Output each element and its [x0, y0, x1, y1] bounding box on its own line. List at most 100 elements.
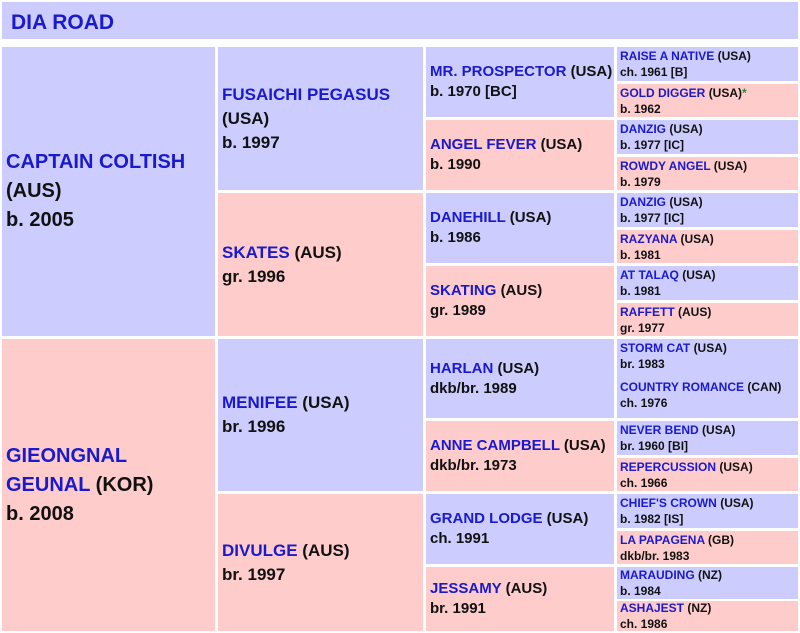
sdd-info: gr. 1989 [430, 302, 486, 319]
g4-name-link-6[interactable]: RAZYANA [620, 231, 678, 246]
dss-cell: HARLAN (USA) dkb/br. 1989 [426, 339, 614, 418]
dss-name-link[interactable]: HARLAN [430, 359, 494, 377]
ss-cell: FUSAICHI PEGASUS (USA) b. 1997 [218, 47, 423, 190]
sire-info: b. 2005 [6, 209, 74, 231]
g4-info-14: dkb/br. 1983 [620, 548, 690, 563]
g4-name-link-3[interactable]: DANZIG [620, 122, 666, 136]
g4-cell-10: COUNTRY ROMANCE (CAN) ch. 1976 [617, 372, 798, 418]
ssd-name-link[interactable]: ANGEL FEVER [430, 136, 537, 153]
g4-cell-9: STORM CAT (USA) br. 1983 [617, 339, 798, 372]
ddd-cell: JESSAMY (AUS) br. 1991 [426, 567, 614, 631]
sd-name-link[interactable]: SKATES [222, 242, 290, 262]
ddd-name-link[interactable]: JESSAMY [430, 580, 502, 597]
g4-country-15: (NZ) [698, 568, 723, 582]
sds-country: (USA) [509, 209, 552, 226]
g4-country-3: (USA) [669, 122, 703, 136]
ssd-country: (USA) [540, 136, 583, 153]
dds-country: (USA) [546, 510, 589, 527]
dd-country: (AUS) [302, 540, 350, 560]
g4-name-link-7[interactable]: AT TALAQ [620, 268, 679, 282]
sss-country: (USA) [570, 63, 613, 80]
g4-cell-13: CHIEF'S CROWN (USA) b. 1982 [IS] [617, 494, 798, 528]
g4-cell-8: RAFFETT (AUS) gr. 1977 [617, 303, 798, 336]
dds-name-link[interactable]: GRAND LODGE [430, 510, 543, 527]
dsd-name-link[interactable]: ANNE CAMPBELL [430, 437, 560, 454]
sdd-cell: SKATING (AUS) gr. 1989 [426, 266, 614, 336]
g4-info-13: b. 1982 [IS] [620, 512, 684, 526]
g4-cell-11: NEVER BEND (USA) br. 1960 [BI] [617, 421, 798, 455]
g4-name-link-10[interactable]: COUNTRY ROMANCE [620, 380, 745, 394]
sd-info: gr. 1996 [222, 266, 286, 286]
g4-name-link-8[interactable]: RAFFETT [620, 304, 675, 319]
ds-country: (USA) [302, 393, 350, 412]
dam-cell: GIEONGNAL GEUNAL (KOR) b. 2008 [2, 339, 215, 631]
g4-name-link-15[interactable]: MARAUDING [620, 568, 695, 582]
sss-name-link[interactable]: MR. PROSPECTOR [430, 63, 567, 80]
ds-info: br. 1996 [222, 417, 286, 436]
ddd-info: br. 1991 [430, 600, 486, 617]
dds-info: ch. 1991 [430, 530, 490, 547]
g4-name-link-5[interactable]: DANZIG [620, 195, 666, 209]
g4-name-link-2[interactable]: GOLD DIGGER [620, 85, 706, 100]
dd-cell: DIVULGE (AUS) br. 1997 [218, 494, 423, 631]
g4-info-11: br. 1960 [BI] [620, 439, 689, 453]
g4-country-2: (USA) [708, 85, 743, 100]
sd-country: (AUS) [294, 242, 342, 262]
g4-name-link-13[interactable]: CHIEF'S CROWN [620, 496, 717, 510]
dd-name-link[interactable]: DIVULGE [222, 540, 298, 560]
g4-country-5: (USA) [669, 195, 703, 209]
ds-name-link[interactable]: MENIFEE [222, 393, 298, 412]
g4-info-5: b. 1977 [IC] [620, 211, 685, 225]
ds-cell: MENIFEE (USA) br. 1996 [218, 339, 423, 491]
g4-name-link-4[interactable]: ROWDY ANGEL [620, 158, 711, 173]
ssd-cell: ANGEL FEVER (USA) b. 1990 [426, 120, 614, 190]
sire-name-link[interactable]: CAPTAIN COLTISH [6, 151, 186, 173]
sss-info: b. 1970 [BC] [430, 83, 517, 100]
g4-info-7: b. 1981 [620, 284, 661, 298]
sds-name-link[interactable]: DANEHILL [430, 209, 506, 226]
g4-country-16: (NZ) [687, 601, 712, 615]
g4-name-link-14[interactable]: LA PAPAGENA [620, 532, 705, 547]
g4-info-3: b. 1977 [IC] [620, 138, 685, 152]
g4-info-12: ch. 1966 [620, 475, 668, 490]
g4-country-7: (USA) [682, 268, 716, 282]
g4-country-11: (USA) [702, 423, 736, 437]
g4-name-link-12[interactable]: REPERCUSSION [620, 459, 717, 474]
g4-info-8: gr. 1977 [620, 320, 665, 335]
pedigree-title-bar: DIA ROAD [2, 2, 798, 39]
dss-info: dkb/br. 1989 [430, 379, 517, 397]
g4-country-1: (USA) [717, 49, 751, 63]
g4-name-link-11[interactable]: NEVER BEND [620, 423, 699, 437]
ss-info: b. 1997 [222, 132, 280, 152]
sss-cell: MR. PROSPECTOR (USA) b. 1970 [BC] [426, 47, 614, 117]
g4-cell-14: LA PAPAGENA (GB) dkb/br. 1983 [617, 531, 798, 564]
ss-country: (USA) [222, 108, 270, 128]
g4-country-6: (USA) [680, 231, 714, 246]
ssd-info: b. 1990 [430, 156, 481, 173]
ss-name-link[interactable]: FUSAICHI PEGASUS [222, 84, 391, 104]
dsd-info: dkb/br. 1973 [430, 457, 517, 474]
g4-country-10: (CAN) [747, 380, 782, 394]
dam-name-link[interactable]: GIEONGNAL GEUNAL [6, 444, 127, 496]
g4-name-link-16[interactable]: ASHAJEST [620, 601, 685, 615]
g4-info-9: br. 1983 [620, 356, 665, 371]
g4-star-2: * [742, 85, 747, 100]
g4-country-14: (GB) [708, 532, 735, 547]
g4-cell-2: GOLD DIGGER (USA)* b. 1962 [617, 84, 798, 117]
g4-name-link-9[interactable]: STORM CAT [620, 340, 691, 355]
sd-cell: SKATES (AUS) gr. 1996 [218, 193, 423, 336]
sdd-country: (AUS) [500, 282, 543, 299]
g4-name-link-1[interactable]: RAISE A NATIVE [620, 49, 715, 63]
sdd-name-link[interactable]: SKATING [430, 282, 497, 299]
g4-info-4: b. 1979 [620, 174, 661, 189]
dam-country: (KOR) [95, 473, 154, 496]
g4-cell-7: AT TALAQ (USA) b. 1981 [617, 266, 798, 300]
sire-cell: CAPTAIN COLTISH (AUS) b. 2005 [2, 47, 215, 336]
dam-info: b. 2008 [6, 502, 74, 525]
g4-cell-6: RAZYANA (USA) b. 1981 [617, 230, 798, 263]
g4-cell-12: REPERCUSSION (USA) ch. 1966 [617, 458, 798, 491]
g4-info-2: b. 1962 [620, 101, 661, 116]
ddd-country: (AUS) [505, 580, 548, 597]
g4-cell-15: MARAUDING (NZ) b. 1984 [617, 567, 798, 599]
sds-cell: DANEHILL (USA) b. 1986 [426, 193, 614, 263]
